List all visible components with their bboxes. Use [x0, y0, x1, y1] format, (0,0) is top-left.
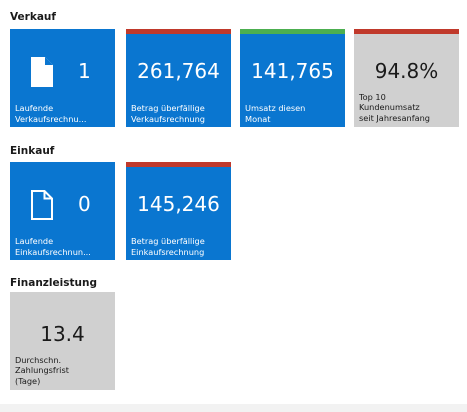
status-bar-red — [354, 29, 459, 34]
status-bar-red — [126, 162, 231, 167]
footer-strip — [0, 404, 467, 412]
tile-caption: Betrag überfällige Verkaufsrechnung — [131, 103, 205, 124]
tile-caption: Durchschn. Zahlungsfrist (Tage) — [15, 354, 69, 386]
tile-value: 13.4 — [40, 322, 85, 346]
tile-durchschnittliche-zahlungsfrist[interactable]: 13.4 Durchschn. Zahlungsfrist (Tage) — [10, 292, 115, 390]
tile-laufende-einkaufsrechnungen[interactable]: 0 Laufende Einkaufsrechnun... — [10, 162, 115, 260]
group-title-verkauf: Verkauf — [10, 11, 56, 23]
tile-value: 0 — [78, 192, 91, 216]
tile-value: 1 — [78, 59, 91, 83]
tile-value: 94.8% — [374, 59, 439, 83]
status-bar-red — [126, 29, 231, 34]
document-icon — [31, 57, 53, 91]
tile-betrag-ueberfaellige-verkaufsrechnung[interactable]: 261,764 Betrag überfällige Verkaufsrechn… — [126, 29, 231, 127]
tile-top10-kundenumsatz[interactable]: 94.8% Top 10 Kundenumsatz seit Jahresanf… — [354, 29, 459, 127]
tile-caption: Betrag überfällige Einkaufsrechnung — [131, 236, 205, 257]
document-outline-icon — [31, 190, 53, 224]
tile-caption: Top 10 Kundenumsatz seit Jahresanfang — [359, 91, 430, 123]
tile-umsatz-diesen-monat[interactable]: 141,765 Umsatz diesen Monat — [240, 29, 345, 127]
tile-betrag-ueberfaellige-einkaufsrechnung[interactable]: 145,246 Betrag überfällige Einkaufsrechn… — [126, 162, 231, 260]
group-title-einkauf: Einkauf — [10, 145, 55, 157]
tile-value: 261,764 — [137, 59, 220, 83]
tile-caption: Laufende Einkaufsrechnun... — [15, 236, 91, 257]
status-bar-green — [240, 29, 345, 34]
tile-caption: Umsatz diesen Monat — [245, 103, 306, 124]
tile-laufende-verkaufsrechnungen[interactable]: 1 Laufende Verkaufsrechnu... — [10, 29, 115, 127]
tile-value: 145,246 — [137, 192, 220, 216]
tile-value: 141,765 — [251, 59, 334, 83]
tile-caption: Laufende Verkaufsrechnu... — [15, 103, 87, 124]
group-title-finanzleistung: Finanzleistung — [10, 277, 97, 289]
